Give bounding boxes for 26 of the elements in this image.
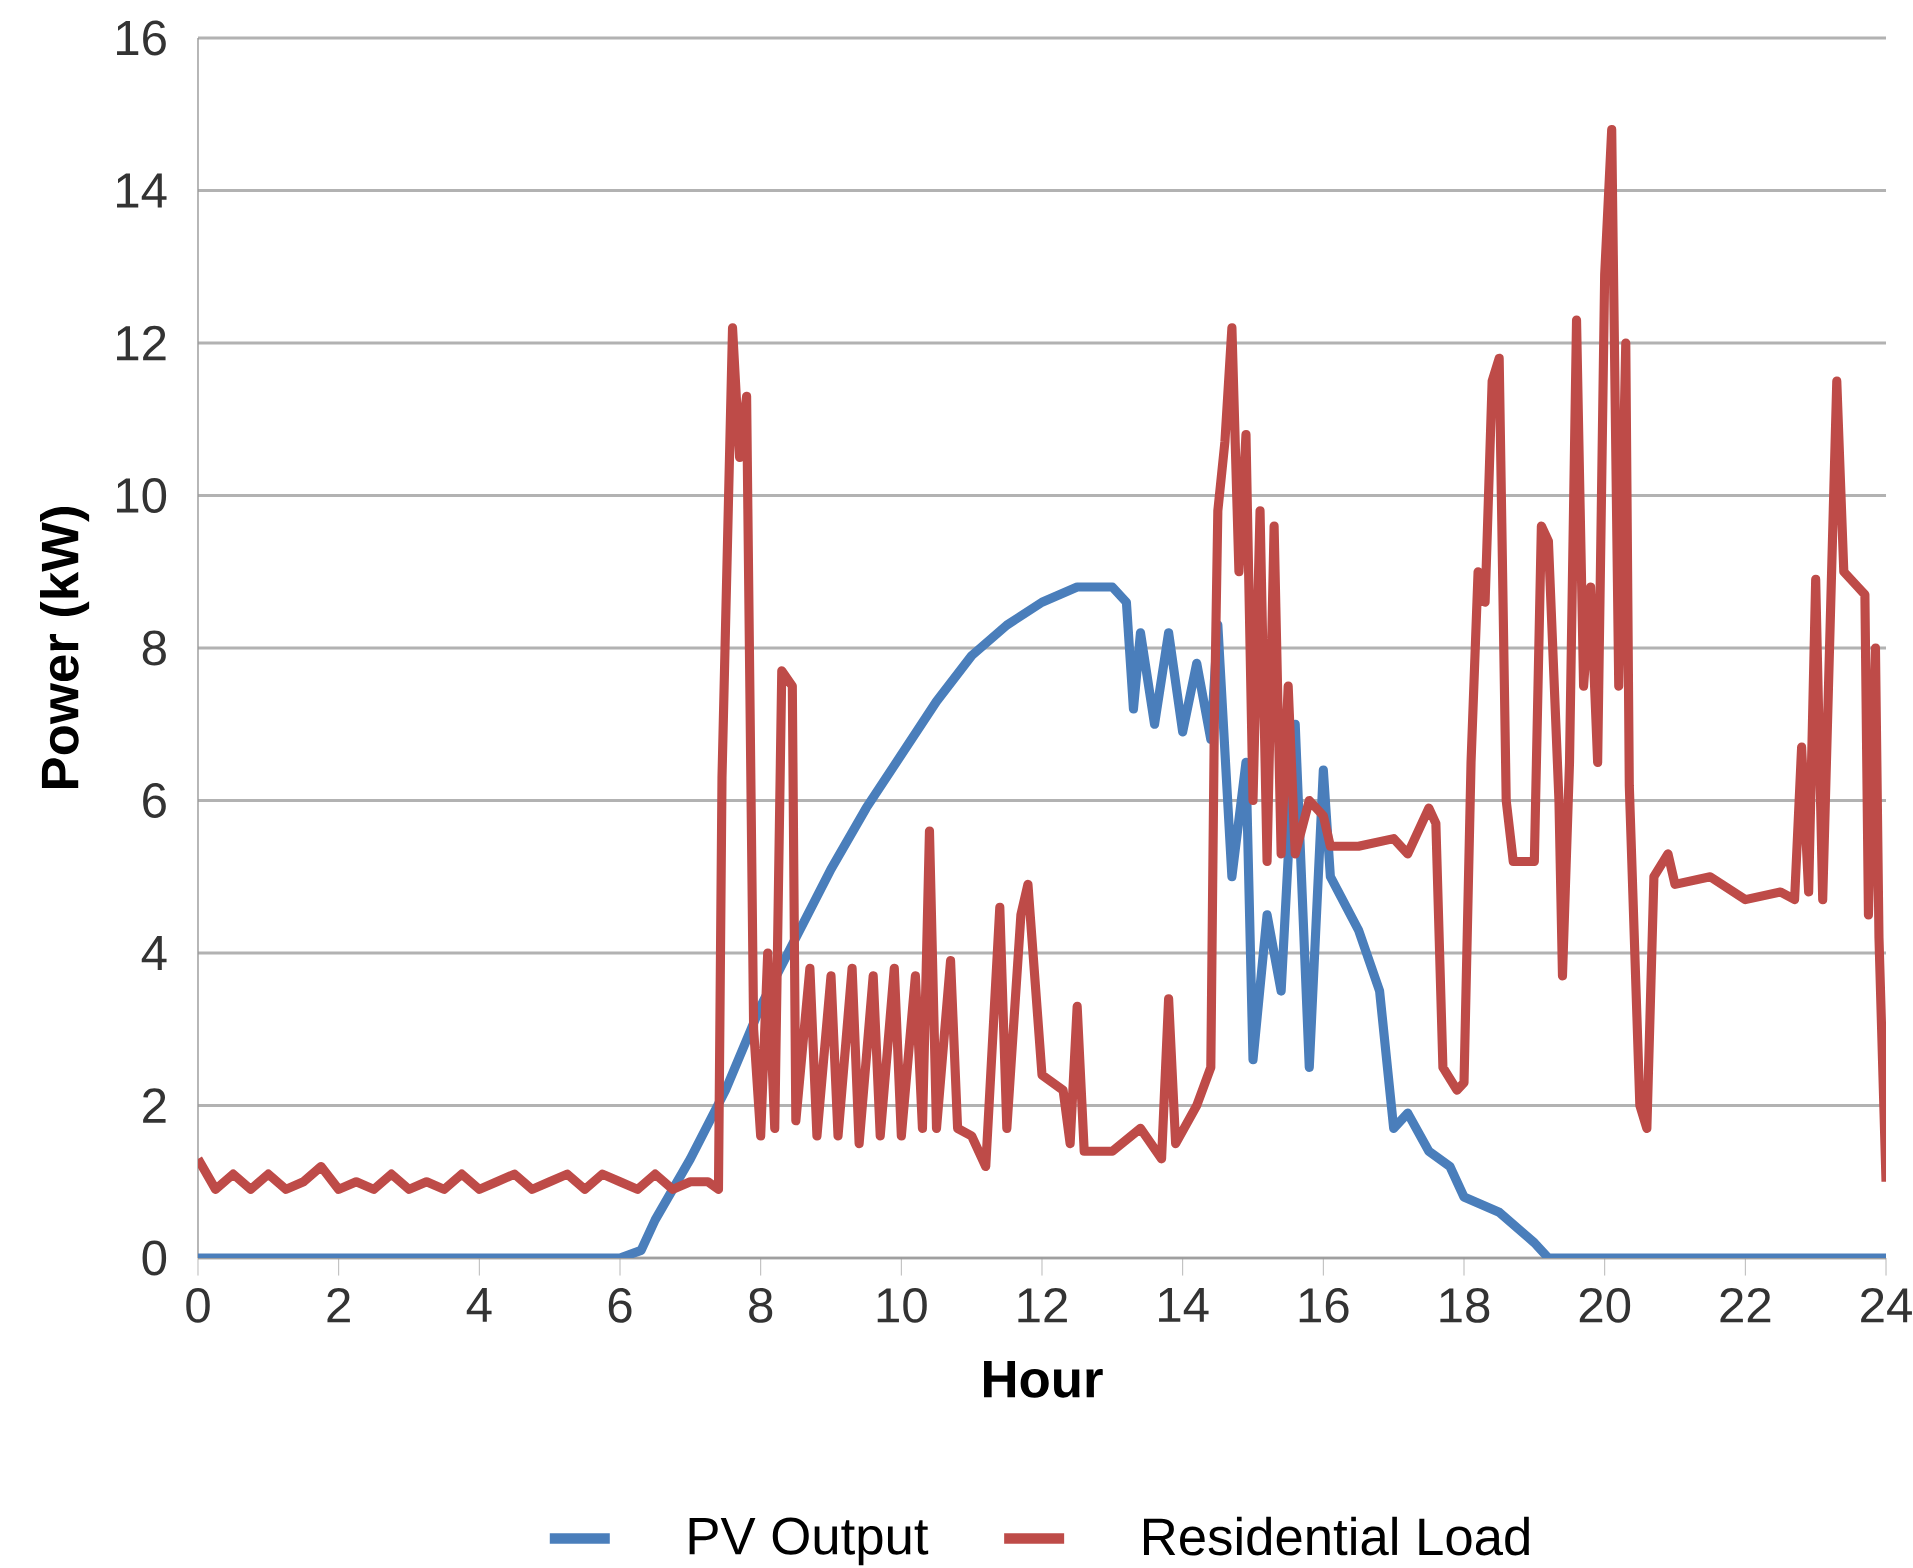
x-tick-label: 16 <box>1299 1287 1349 1323</box>
y-axis-title: Power (kW) <box>40 507 90 788</box>
x-tick-label: 8 <box>749 1287 773 1323</box>
x-tick-label: 20 <box>1579 1287 1631 1323</box>
y-tick-label: 12 <box>117 325 166 361</box>
legend-label: Residential Load <box>1144 1516 1529 1556</box>
y-tick-label: 0 <box>142 1240 167 1276</box>
legend-label: PV Output <box>689 1517 929 1566</box>
x-axis-title: Hour <box>984 1361 1103 1398</box>
y-tick-label: 6 <box>143 783 166 818</box>
x-tick-label: 24 <box>1861 1287 1912 1323</box>
y-tick-label: 4 <box>141 936 167 970</box>
y-tick-label: 14 <box>117 173 167 208</box>
y-tick-label: 16 <box>117 20 166 56</box>
x-tick-label: 4 <box>466 1287 492 1322</box>
y-tick-label: 10 <box>117 478 167 513</box>
x-tick-label: 6 <box>608 1287 632 1323</box>
x-tick-label: 18 <box>1440 1287 1490 1323</box>
y-tick-label: 8 <box>142 630 166 666</box>
x-tick-label: 12 <box>1018 1287 1067 1323</box>
x-tick-label: 22 <box>1720 1287 1771 1323</box>
x-tick-label: 2 <box>327 1287 350 1323</box>
x-tick-label: 0 <box>186 1287 210 1323</box>
x-tick-label: 10 <box>877 1287 927 1323</box>
x-tick-label: 14 <box>1159 1287 1209 1322</box>
y-tick-label: 2 <box>143 1088 166 1123</box>
